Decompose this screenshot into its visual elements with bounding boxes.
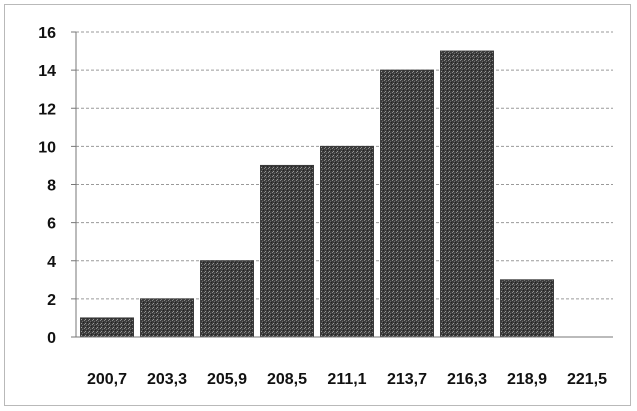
chart-frame [4, 4, 631, 406]
y-tick-label: 4 [47, 254, 56, 271]
x-tick-label: 213,7 [387, 371, 427, 388]
x-tick-labels: 200,7 203,3 205,9 208,5 211,1 213,7 216,3 218,9… [87, 371, 607, 388]
y-tick-labels: 0 2 4 6 8 10 12 14 16 [38, 25, 56, 347]
y-tick-label: 16 [38, 25, 56, 42]
x-tick-label: 208,5 [267, 371, 307, 388]
bar-216-3 [440, 50, 494, 338]
bar-203-3 [140, 298, 194, 338]
bar-205-9 [200, 260, 254, 338]
x-tick-label: 218,9 [507, 371, 547, 388]
bar-218-9 [500, 279, 554, 338]
x-tick-label: 203,3 [147, 371, 187, 388]
x-tick-label: 221,5 [567, 371, 607, 388]
x-tick-label: 211,1 [327, 371, 366, 388]
y-tick-label: 8 [47, 178, 56, 195]
bar-211-1 [320, 145, 374, 338]
y-tick-label: 12 [38, 101, 56, 118]
bar-200-7 [80, 317, 134, 338]
y-tick-label: 2 [47, 292, 56, 309]
axes [71, 31, 613, 338]
y-tick-label: 14 [38, 63, 56, 80]
y-tick-label: 0 [47, 330, 56, 347]
y-tick-label: 6 [47, 216, 56, 233]
x-tick-label: 205,9 [207, 371, 247, 388]
y-tick-label: 10 [38, 139, 56, 156]
bars [80, 50, 554, 338]
bar-213-7 [380, 69, 434, 338]
x-tick-label: 216,3 [447, 371, 487, 388]
x-tick-label: 200,7 [87, 371, 127, 388]
bar-208-5 [260, 164, 314, 338]
